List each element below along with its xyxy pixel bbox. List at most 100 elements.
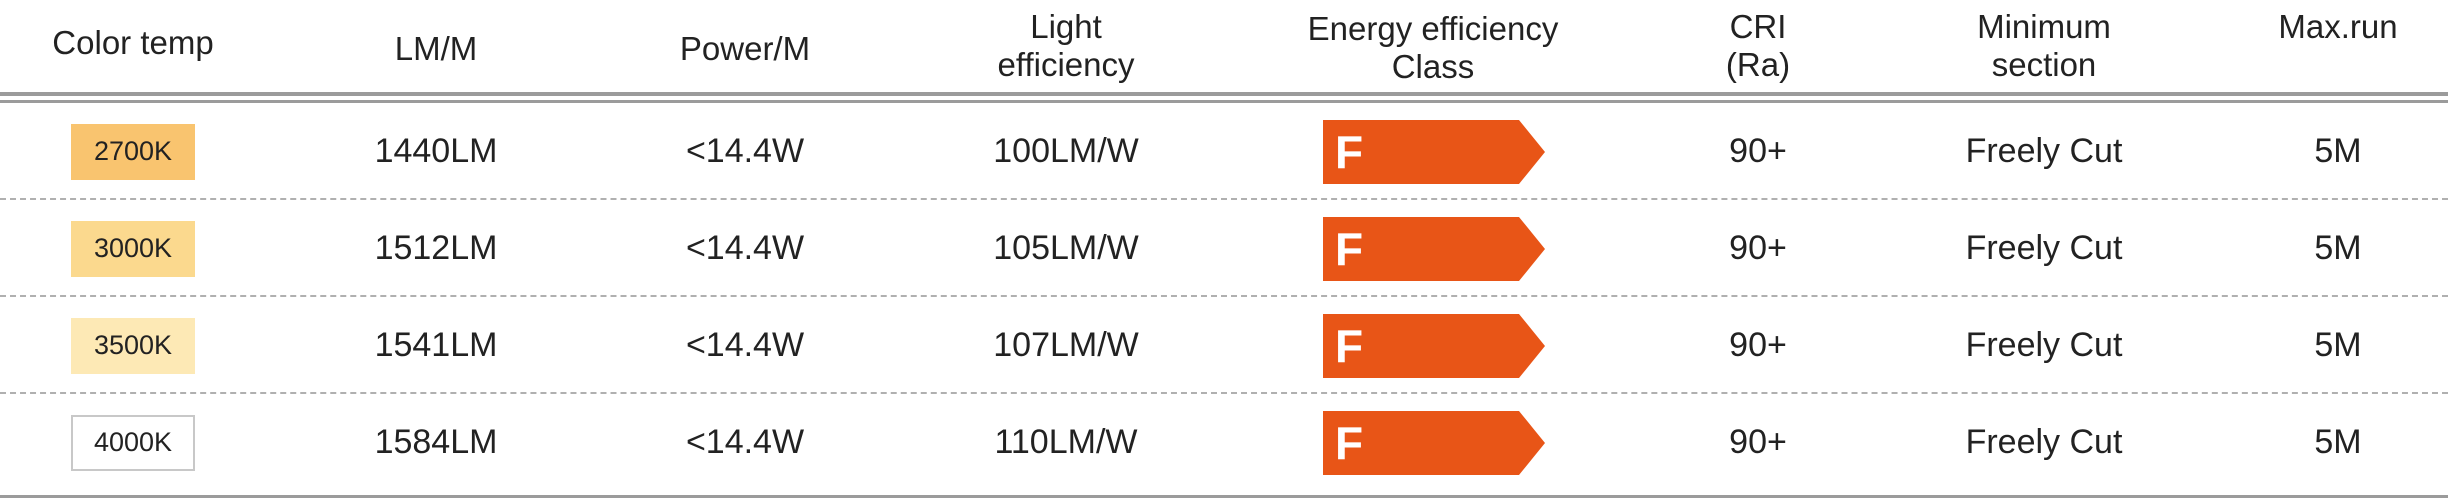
cri-value: 90+ — [1729, 132, 1787, 170]
cell-min-section: Freely Cut — [1966, 200, 2123, 297]
energy-class-letter: F — [1335, 222, 1364, 275]
cell-lm: 1541LM — [375, 297, 498, 394]
min-section-value: Freely Cut — [1965, 132, 2123, 170]
header-rule-secondary — [0, 100, 2448, 103]
cell-min-section: Freely Cut — [1966, 103, 2123, 200]
min-section-value: Freely Cut — [1965, 229, 2123, 267]
cell-color-temp: 4000K — [71, 394, 195, 491]
color-temp-label: 3000K — [93, 233, 173, 263]
energy-class-letter: F — [1335, 319, 1364, 372]
table-row: 2700K 1440LM <14.4W 100LM/W F 90+ Freely… — [0, 103, 2448, 200]
power-value: <14.4W — [685, 132, 805, 170]
table-header: Color temp LM/M Power/M Light efficiency… — [0, 0, 2448, 92]
cell-min-section: Freely Cut — [1966, 394, 2123, 491]
cri-value: 90+ — [1729, 326, 1787, 364]
header-energy-class-line2: Class — [1391, 48, 1475, 85]
header-min-section-line1: Minimum — [1977, 8, 2111, 45]
cell-max-run: 5M — [2314, 200, 2361, 297]
power-value: <14.4W — [685, 229, 805, 267]
header-color-temp: Color temp — [52, 0, 213, 92]
power-value: <14.4W — [685, 423, 805, 461]
header-lm: LM/M — [395, 0, 478, 92]
efficiency-value: 110LM/W — [994, 423, 1138, 461]
energy-class-arrow: F — [1323, 216, 1545, 281]
header-cri: CRI (Ra) — [1726, 0, 1790, 92]
header-power-label: Power/M — [679, 30, 811, 67]
cell-energy-class: F — [1323, 200, 1545, 297]
cri-value: 90+ — [1729, 229, 1787, 267]
header-cri-line2: (Ra) — [1725, 46, 1791, 83]
cell-color-temp: 3000K — [71, 200, 195, 297]
energy-class-letter: F — [1335, 416, 1364, 469]
efficiency-value: 100LM/W — [993, 132, 1139, 170]
header-min-section: Minimum section — [1977, 0, 2111, 92]
energy-arrow-icon — [1323, 410, 1545, 475]
cell-lm: 1512LM — [375, 200, 498, 297]
cell-lm: 1584LM — [375, 394, 498, 491]
cell-efficiency: 105LM/W — [993, 200, 1139, 297]
header-max-run-label: Max.run — [2278, 8, 2398, 45]
cell-max-run: 5M — [2314, 103, 2361, 200]
header-min-section-line2: section — [1991, 46, 2097, 83]
header-lm-label: LM/M — [394, 30, 478, 67]
cell-lm: 1440LM — [375, 103, 498, 200]
energy-arrow-icon — [1323, 119, 1545, 184]
min-section-value: Freely Cut — [1965, 326, 2123, 364]
cell-power: <14.4W — [686, 200, 804, 297]
energy-class-letter: F — [1335, 125, 1364, 178]
cell-min-section: Freely Cut — [1966, 297, 2123, 394]
header-energy-class: Energy efficiency Class — [1308, 0, 1559, 92]
lm-value: 1584LM — [374, 423, 498, 461]
header-light-efficiency-line2: efficiency — [997, 46, 1135, 83]
cell-power: <14.4W — [686, 394, 804, 491]
efficiency-value: 105LM/W — [993, 229, 1139, 267]
min-section-value: Freely Cut — [1965, 423, 2123, 461]
cell-cri: 90+ — [1729, 200, 1787, 297]
cell-efficiency: 110LM/W — [995, 394, 1138, 491]
cell-power: <14.4W — [686, 103, 804, 200]
max-run-value: 5M — [2314, 423, 2362, 461]
lm-value: 1541LM — [374, 326, 498, 364]
cell-power: <14.4W — [686, 297, 804, 394]
footer-rule — [0, 495, 2448, 498]
table-row: 4000K 1584LM <14.4W 110LM/W F 90+ Freely… — [0, 394, 2448, 491]
cell-max-run: 5M — [2314, 394, 2361, 491]
table-row: 3500K 1541LM <14.4W 107LM/W F 90+ Freely… — [0, 297, 2448, 394]
header-color-temp-label: Color temp — [52, 24, 214, 61]
header-cri-line1: CRI — [1729, 8, 1787, 45]
power-value: <14.4W — [685, 326, 805, 364]
efficiency-value: 107LM/W — [993, 326, 1139, 364]
energy-arrow-icon — [1323, 216, 1545, 281]
cell-energy-class: F — [1323, 297, 1545, 394]
color-temp-swatch: 3000K — [71, 220, 195, 277]
color-temp-label: 2700K — [93, 136, 173, 166]
cri-value: 90+ — [1729, 423, 1787, 461]
cell-cri: 90+ — [1729, 297, 1787, 394]
header-max-run: Max.run — [2278, 0, 2397, 92]
energy-class-arrow: F — [1323, 119, 1545, 184]
header-energy-class-line1: Energy efficiency — [1307, 10, 1559, 47]
cell-efficiency: 107LM/W — [993, 297, 1139, 394]
header-light-efficiency-line1: Light — [1030, 8, 1102, 45]
cell-energy-class: F — [1323, 103, 1545, 200]
cell-color-temp: 3500K — [71, 297, 195, 394]
cell-efficiency: 100LM/W — [993, 103, 1139, 200]
cell-cri: 90+ — [1729, 103, 1787, 200]
color-temp-swatch: 3500K — [71, 317, 195, 374]
max-run-value: 5M — [2314, 326, 2362, 364]
energy-class-arrow: F — [1323, 410, 1545, 475]
max-run-value: 5M — [2314, 132, 2362, 170]
header-light-efficiency: Light efficiency — [998, 0, 1135, 92]
max-run-value: 5M — [2314, 229, 2362, 267]
color-temp-label: 4000K — [93, 427, 173, 457]
cell-energy-class: F — [1323, 394, 1545, 491]
cell-cri: 90+ — [1729, 394, 1787, 491]
lm-value: 1512LM — [374, 229, 498, 267]
table-row: 3000K 1512LM <14.4W 105LM/W F 90+ Freely… — [0, 200, 2448, 297]
color-temp-swatch: 2700K — [71, 123, 195, 180]
header-rule — [0, 92, 2448, 96]
header-power: Power/M — [680, 0, 810, 92]
cell-color-temp: 2700K — [71, 103, 195, 200]
color-temp-label: 3500K — [93, 330, 173, 360]
